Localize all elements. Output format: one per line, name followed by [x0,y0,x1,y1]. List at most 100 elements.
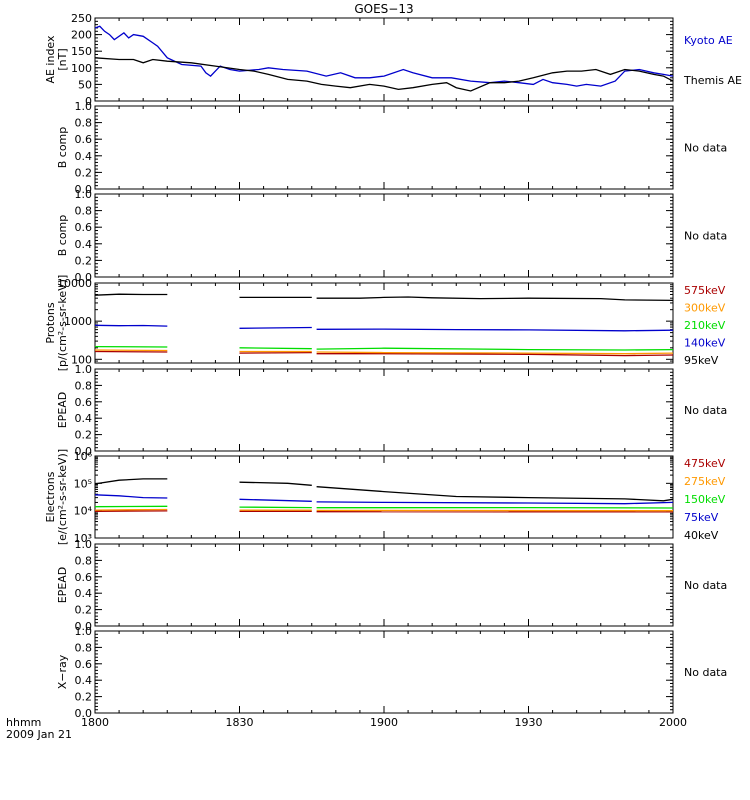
y-axis-label: B comp [56,215,69,257]
y-tick-label: 0.0 [75,620,93,633]
legend-entry: 210keV [684,319,726,332]
y-tick-label: 10⁶ [74,450,93,463]
panel-6: 10³ 10⁴ 10⁵ 10⁶ Electrons [e/(cm²-s-sr-keV)] 4… [44,449,726,545]
no-data-label: No data [684,142,727,155]
series-line-75kev [94,494,168,499]
panel-7: 0.0 0.2 0.4 0.6 0.8 1.0 EPEAD No data [56,538,727,633]
y-tick-label: 0.6 [75,658,93,671]
series-line-75kev [239,498,312,502]
y-tick-label: 0.2 [75,604,93,617]
series-line-40kev [316,486,674,502]
x-tick-label: 1830 [226,716,254,729]
y-tick-label: 50 [78,78,92,91]
y-tick-label: 0.4 [75,587,93,600]
y-tick-label: 10⁴ [74,505,93,518]
y-axis-label: EPEAD [56,567,69,604]
legend-entry: 300keV [684,302,726,315]
panel-frame [94,368,674,452]
series-line-95kev [94,293,168,296]
y-tick-label: 0.8 [75,379,93,392]
legend-entry: 150keV [684,493,726,506]
y-tick-label: 1000 [64,315,92,328]
panel-5: 0.0 0.2 0.4 0.6 0.8 1.0 EPEAD No data [56,363,727,458]
y-tick-label: 0.6 [75,571,93,584]
x-tick-label: 1800 [81,716,109,729]
y-tick-label: 250 [71,12,92,25]
legend-entry: 95keV [684,354,719,367]
y-tick-label: 0.4 [75,238,93,251]
y-tick-label: 0.8 [75,641,93,654]
y-tick-label: 0.8 [75,205,93,218]
y-tick-label: 0.2 [75,254,93,267]
y-tick-label: 0.0 [75,271,93,284]
series-line-575kev [239,351,312,354]
y-tick-label: 0.2 [75,429,93,442]
x-tick-label: 1900 [370,716,398,729]
legend-entry: 275keV [684,475,726,488]
y-tick-label: 0.2 [75,166,93,179]
y-tick-label: 100 [71,62,92,75]
y-tick-label: 1.0 [75,625,93,638]
series-line-300kev [94,349,168,352]
legend-entry: 475keV [684,457,726,470]
y-axis-label: Electrons [44,471,57,522]
panel-frame [94,105,674,190]
series-line-575kev [94,350,168,353]
y-tick-label: 0.8 [75,117,93,130]
y-tick-label: 10⁵ [74,477,92,490]
y-tick-label: 0.2 [75,691,93,704]
series-line-210kev [316,347,674,351]
series-line-140kev [316,328,674,332]
x-tick-label: 1930 [515,716,543,729]
y-axis-label: B comp [56,127,69,169]
no-data-label: No data [684,230,727,243]
y-tick-label: 0.8 [75,554,93,567]
y-tick-label: 0.4 [75,150,93,163]
y-axis-label: X−ray [56,654,69,689]
series-line-40kev [94,478,168,485]
legend-entry: Themis AE [683,74,742,87]
series-line-75kev [316,501,674,505]
chart-title: GOES−13 [354,2,413,16]
no-data-label: No data [684,404,727,417]
no-data-label: No data [684,579,727,592]
series-line-575kev [316,353,674,357]
y-tick-label: 10³ [74,532,92,545]
y-tick-label: 0 [85,95,92,108]
y-tick-label: 0.0 [75,707,93,720]
y-axis-label: [e/(cm²-s-sr-keV)] [56,449,69,545]
y-tick-label: 1.0 [75,363,93,376]
series-line-210kev [239,347,312,350]
series-line-300kev [316,351,674,355]
y-tick-label: 0.6 [75,221,93,234]
panel-3: 0.0 0.2 0.4 0.6 0.8 1.0 B comp No data [56,188,727,284]
series-line-40kev [239,481,312,486]
panel-frame [94,543,674,627]
panel-frame [94,630,674,714]
y-tick-label: 100 [71,353,92,366]
series-line-275kev [94,508,168,511]
y-tick-label: 0.6 [75,396,93,409]
panel-2: 0.0 0.2 0.4 0.6 0.8 1.0 B comp No data [56,100,727,196]
y-axis-label: [p/(cm²-s-sr-keV)] [56,275,69,372]
no-data-label: No data [684,666,727,679]
y-axis-label: Protons [44,302,57,343]
series-line-140kev [94,324,168,327]
panel-frame [94,455,674,539]
y-tick-label: 0.4 [75,674,93,687]
y-tick-label: 0.6 [75,133,93,146]
legend-entry: 140keV [684,337,726,350]
panel-8: 0.0 0.2 0.4 0.6 0.8 1.0 X−ray No data [56,625,727,720]
legend-entry: 40keV [684,529,719,542]
panel-frame [94,193,674,278]
x-axis-label: hhmm [6,716,41,729]
y-tick-label: 1.0 [75,538,93,551]
y-axis-label: EPEAD [56,392,69,429]
y-tick-label: 0.0 [75,445,93,458]
legend-entry: 75keV [684,511,719,524]
panel-frame [94,282,674,364]
legend-entry: 575keV [684,284,726,297]
x-axis-date: 2009 Jan 21 [6,728,72,741]
